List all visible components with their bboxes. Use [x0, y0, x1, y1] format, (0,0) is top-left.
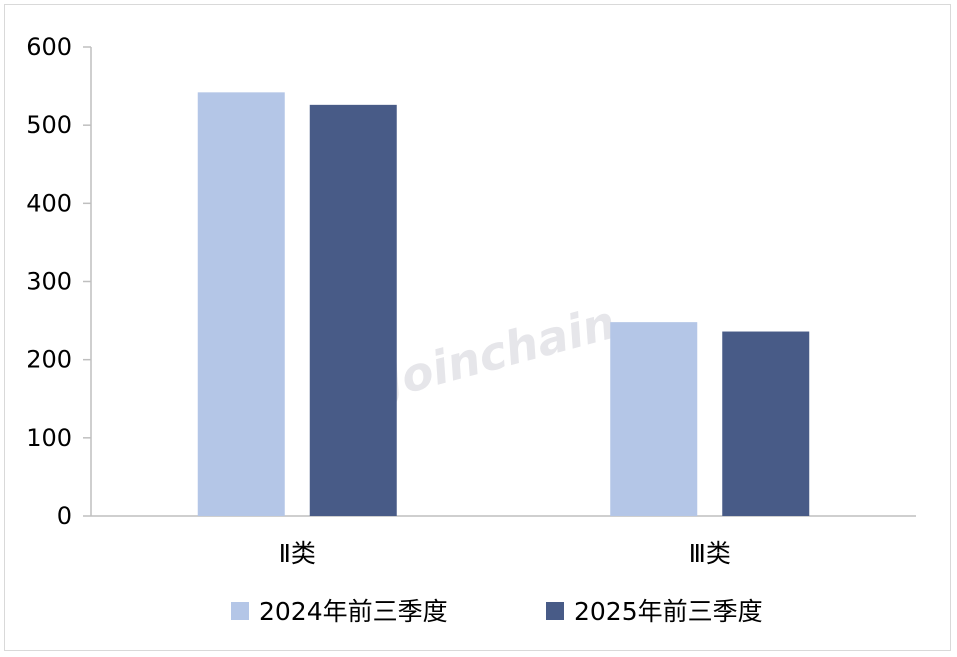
y-tick-label: 600: [26, 33, 72, 61]
y-tick-label: 300: [26, 268, 72, 296]
bar-1-2: [610, 322, 698, 516]
chart-frame: [4, 4, 951, 651]
bars-group: [197, 92, 810, 517]
bar-1-1: [197, 92, 285, 516]
category-label: Ⅱ类: [279, 539, 316, 568]
category-labels: Ⅱ类 Ⅲ类: [279, 539, 731, 568]
y-tick-label: 200: [26, 346, 72, 374]
y-axis-ticks: 0 100 200 300 400 500 600: [26, 33, 91, 530]
y-tick-label: 500: [26, 111, 72, 139]
y-tick-label: 0: [57, 502, 72, 530]
legend-swatch-1: [231, 602, 249, 620]
legend-label-2: 2025年前三季度: [574, 597, 763, 626]
bar-2-2: [722, 331, 810, 516]
legend-swatch-2: [546, 602, 564, 620]
y-tick-label: 100: [26, 424, 72, 452]
bar-2-1: [309, 104, 397, 517]
category-label: Ⅲ类: [689, 539, 731, 568]
y-tick-label: 400: [26, 189, 72, 217]
legend: 2024年前三季度 2025年前三季度: [231, 597, 763, 626]
legend-label-1: 2024年前三季度: [259, 597, 448, 626]
watermark-text: Joinchain: [371, 295, 621, 411]
